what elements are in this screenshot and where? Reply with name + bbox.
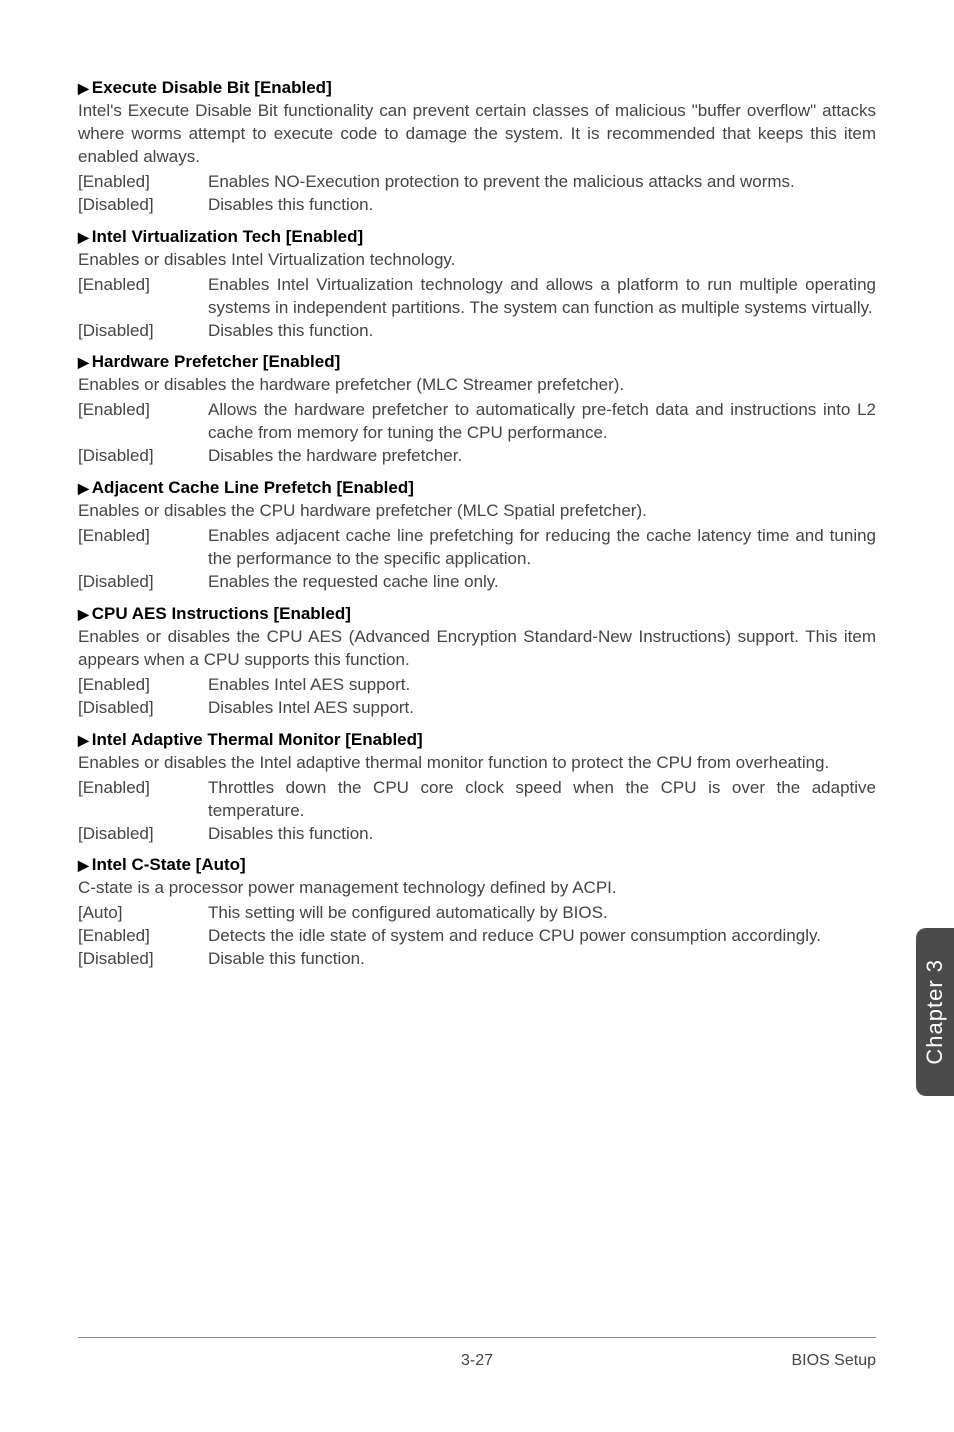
- option-label: [Disabled]: [78, 823, 208, 846]
- setting-desc: Enables or disables the hardware prefetc…: [78, 374, 876, 397]
- arrow-icon: ▶: [78, 732, 89, 748]
- option-text: Disables this function.: [208, 823, 876, 846]
- setting-desc: Enables or disables the CPU AES (Advance…: [78, 626, 876, 672]
- option-label: [Enabled]: [78, 399, 208, 445]
- setting-block: ▶Execute Disable Bit [Enabled] Intel's E…: [78, 78, 876, 217]
- option-label: [Enabled]: [78, 674, 208, 697]
- footer-divider: [78, 1337, 876, 1338]
- option-row: [Disabled] Disables Intel AES support.: [78, 697, 876, 720]
- option-row: [Enabled] Enables Intel Virtualization t…: [78, 274, 876, 320]
- option-text: Throttles down the CPU core clock speed …: [208, 777, 876, 823]
- option-row: [Disabled] Disables this function.: [78, 320, 876, 343]
- section-name: BIOS Setup: [610, 1352, 876, 1370]
- arrow-icon: ▶: [78, 80, 89, 96]
- setting-block: ▶Hardware Prefetcher [Enabled] Enables o…: [78, 352, 876, 468]
- chapter-tab: Chapter 3: [916, 928, 954, 1096]
- arrow-icon: ▶: [78, 857, 89, 873]
- option-row: [Enabled] Enables NO-Execution protectio…: [78, 171, 876, 194]
- option-row: [Enabled] Detects the idle state of syst…: [78, 925, 876, 948]
- option-row: [Auto] This setting will be configured a…: [78, 902, 876, 925]
- option-label: [Enabled]: [78, 925, 208, 948]
- option-text: Enables adjacent cache line prefetching …: [208, 525, 876, 571]
- option-label: [Enabled]: [78, 171, 208, 194]
- setting-title: ▶Intel Virtualization Tech [Enabled]: [78, 227, 876, 247]
- page-number: 3-27: [344, 1352, 610, 1370]
- setting-block: ▶Intel C-State [Auto] C-state is a proce…: [78, 855, 876, 971]
- option-text: Enables Intel AES support.: [208, 674, 876, 697]
- setting-desc: Enables or disables the Intel adaptive t…: [78, 752, 876, 775]
- option-row: [Enabled] Throttles down the CPU core cl…: [78, 777, 876, 823]
- setting-title: ▶Intel Adaptive Thermal Monitor [Enabled…: [78, 730, 876, 750]
- title-text: Execute Disable Bit [Enabled]: [92, 78, 332, 97]
- arrow-icon: ▶: [78, 480, 89, 496]
- option-row: [Disabled] Disables this function.: [78, 823, 876, 846]
- page-footer: 3-27 BIOS Setup: [78, 1337, 876, 1370]
- option-text: Allows the hardware prefetcher to automa…: [208, 399, 876, 445]
- chapter-label: Chapter 3: [922, 959, 948, 1065]
- option-text: Disables the hardware prefetcher.: [208, 445, 876, 468]
- option-text: This setting will be configured automati…: [208, 902, 876, 925]
- setting-desc: Enables or disables the CPU hardware pre…: [78, 500, 876, 523]
- footer-row: 3-27 BIOS Setup: [78, 1352, 876, 1370]
- option-text: Enables NO-Execution protection to preve…: [208, 171, 876, 194]
- option-text: Disables this function.: [208, 194, 876, 217]
- title-text: CPU AES Instructions [Enabled]: [92, 604, 351, 623]
- setting-title: ▶Intel C-State [Auto]: [78, 855, 876, 875]
- title-text: Intel Adaptive Thermal Monitor [Enabled]: [92, 730, 423, 749]
- setting-block: ▶Intel Adaptive Thermal Monitor [Enabled…: [78, 730, 876, 846]
- page-content: ▶Execute Disable Bit [Enabled] Intel's E…: [0, 0, 954, 971]
- arrow-icon: ▶: [78, 229, 89, 245]
- option-row: [Enabled] Allows the hardware prefetcher…: [78, 399, 876, 445]
- option-text: Enables the requested cache line only.: [208, 571, 876, 594]
- option-label: [Enabled]: [78, 274, 208, 320]
- option-text: Disables this function.: [208, 320, 876, 343]
- option-row: [Disabled] Disable this function.: [78, 948, 876, 971]
- option-label: [Disabled]: [78, 571, 208, 594]
- arrow-icon: ▶: [78, 354, 89, 370]
- setting-title: ▶Adjacent Cache Line Prefetch [Enabled]: [78, 478, 876, 498]
- setting-block: ▶Intel Virtualization Tech [Enabled] Ena…: [78, 227, 876, 343]
- option-row: [Enabled] Enables Intel AES support.: [78, 674, 876, 697]
- title-text: Adjacent Cache Line Prefetch [Enabled]: [92, 478, 414, 497]
- option-label: [Auto]: [78, 902, 208, 925]
- setting-title: ▶CPU AES Instructions [Enabled]: [78, 604, 876, 624]
- option-label: [Enabled]: [78, 777, 208, 823]
- option-row: [Disabled] Enables the requested cache l…: [78, 571, 876, 594]
- setting-desc: C-state is a processor power management …: [78, 877, 876, 900]
- option-text: Detects the idle state of system and red…: [208, 925, 876, 948]
- setting-block: ▶Adjacent Cache Line Prefetch [Enabled] …: [78, 478, 876, 594]
- option-label: [Disabled]: [78, 948, 208, 971]
- setting-block: ▶CPU AES Instructions [Enabled] Enables …: [78, 604, 876, 720]
- setting-title: ▶Execute Disable Bit [Enabled]: [78, 78, 876, 98]
- option-label: [Enabled]: [78, 525, 208, 571]
- option-text: Disables Intel AES support.: [208, 697, 876, 720]
- option-row: [Disabled] Disables this function.: [78, 194, 876, 217]
- footer-left: [78, 1352, 344, 1370]
- option-row: [Enabled] Enables adjacent cache line pr…: [78, 525, 876, 571]
- setting-title: ▶Hardware Prefetcher [Enabled]: [78, 352, 876, 372]
- setting-desc: Enables or disables Intel Virtualization…: [78, 249, 876, 272]
- title-text: Hardware Prefetcher [Enabled]: [92, 352, 340, 371]
- option-text: Disable this function.: [208, 948, 876, 971]
- title-text: Intel Virtualization Tech [Enabled]: [92, 227, 363, 246]
- title-text: Intel C-State [Auto]: [92, 855, 246, 874]
- option-label: [Disabled]: [78, 697, 208, 720]
- arrow-icon: ▶: [78, 606, 89, 622]
- option-label: [Disabled]: [78, 194, 208, 217]
- option-label: [Disabled]: [78, 445, 208, 468]
- option-label: [Disabled]: [78, 320, 208, 343]
- setting-desc: Intel's Execute Disable Bit functionalit…: [78, 100, 876, 169]
- option-row: [Disabled] Disables the hardware prefetc…: [78, 445, 876, 468]
- option-text: Enables Intel Virtualization technology …: [208, 274, 876, 320]
